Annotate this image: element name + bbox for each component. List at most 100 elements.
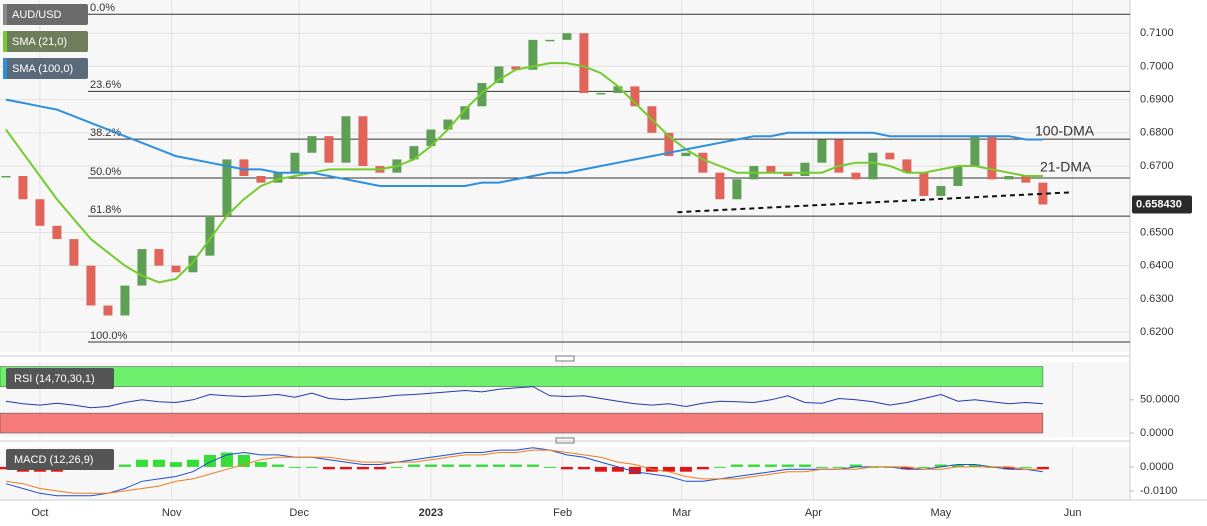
candle [120,285,130,316]
histogram-bar [390,466,403,468]
histogram-bar [798,464,811,467]
resize-handle[interactable] [555,355,575,362]
y-tick-label: 0.6500 [1140,226,1174,238]
candle [902,159,912,173]
candle [324,136,334,163]
candle [188,255,198,273]
x-tick-label: Mar [672,507,691,519]
candle [358,116,368,167]
y-tick-label: 0.6400 [1140,260,1174,272]
candle [528,39,538,70]
candle [409,146,419,160]
histogram-bar [917,466,930,468]
histogram-bar [713,466,726,468]
candle [154,249,164,266]
candle [664,132,674,157]
candle [562,33,572,40]
candle [86,265,96,306]
histogram-bar [730,464,743,467]
candle [596,92,606,95]
moving-average [5,98,1043,187]
histogram-bar [900,466,913,470]
histogram-bar [203,454,216,467]
candle [35,199,45,226]
histogram-bar [951,464,964,467]
y-tick-label: 0.6800 [1140,127,1174,139]
candle [987,136,997,180]
last-price-tag [1132,195,1192,214]
legend-box [3,31,88,52]
histogram-bar [1002,466,1015,470]
candle [545,39,555,42]
candle [681,152,691,157]
histogram-bar [1019,466,1032,468]
histogram-bar [1036,466,1049,470]
histogram-bar [968,464,981,467]
candle [885,152,895,160]
y-tick-label: 0.6700 [1140,160,1174,172]
y-tick-label: 0.7100 [1140,27,1174,39]
resize-handle[interactable] [555,437,575,444]
indicator-label-box [6,368,114,389]
candle [851,172,861,180]
histogram-bar [611,466,624,472]
legend-box [3,4,88,25]
fib-label: 0.0% [90,2,115,14]
x-tick-label: May [930,507,951,519]
indicator-label-box [6,449,114,470]
candle [953,166,963,186]
moving-average [5,62,1043,284]
candle [783,172,793,176]
x-tick-label: Oct [31,507,48,519]
histogram-bar [288,466,301,468]
legend-label: AUD/USD [12,9,62,21]
y-tick-label: 0.6200 [1140,326,1174,338]
candle [1038,182,1048,205]
y-tick-label: 0.6900 [1140,94,1174,106]
x-tick-label: Feb [553,507,572,519]
y-tick-label: 0.0000 [1140,461,1174,473]
histogram-bar [356,466,369,470]
candle [613,86,623,93]
histogram-bar [747,464,760,467]
histogram-bar [832,466,845,468]
candle [69,239,79,266]
candle [579,33,589,93]
y-tick-label: 0.6300 [1140,293,1174,305]
candle [273,172,283,183]
histogram-bar [152,459,165,467]
histogram-bar [560,466,573,470]
candle [1004,176,1014,180]
legend-label: SMA (21,0) [12,36,67,48]
candle [239,159,249,176]
histogram-bar [985,466,998,468]
rsi-band [0,412,1044,434]
candle [477,83,487,107]
histogram-bar [0,466,12,470]
legend-label: SMA (100,0) [12,63,73,75]
histogram-bar [764,464,777,467]
candle [1021,176,1031,183]
candle [460,106,470,120]
x-tick-label: Dec [289,507,309,519]
histogram-bar [815,466,828,468]
histogram-bar [526,464,539,467]
histogram-bar [492,464,505,467]
histogram-bar [509,464,522,467]
histogram-bar [373,466,386,470]
candle [834,139,844,173]
histogram-bar [424,464,437,467]
y-tick-label: 0.0000 [1140,427,1174,439]
histogram-bar [883,466,896,468]
candle [494,66,504,84]
macd-panel [0,447,1130,500]
histogram-bar [186,459,199,467]
legend-swatch [3,58,7,79]
histogram-bar [849,464,862,467]
indicator-label: RSI (14,70,30,1) [14,373,95,385]
candle [800,162,810,176]
candle [341,116,351,163]
candle [868,152,878,180]
fib-label: 23.6% [90,79,121,91]
